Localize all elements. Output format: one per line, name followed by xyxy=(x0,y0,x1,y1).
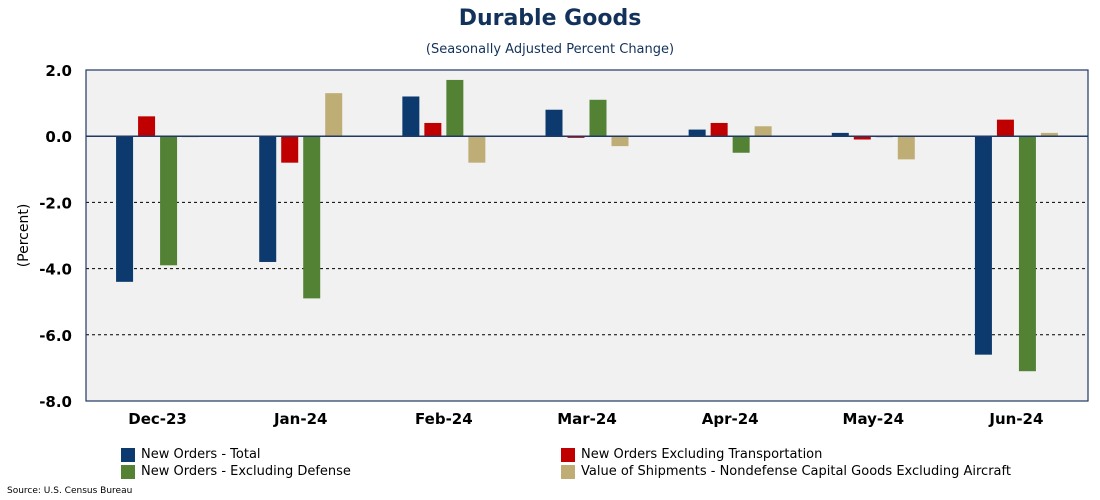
bar-3 xyxy=(589,99,607,137)
chart-subtitle: (Seasonally Adjusted Percent Change) xyxy=(425,42,675,57)
x-tick-label: Jun-24 xyxy=(988,410,1043,428)
source-note: Source: U.S. Census Bureau xyxy=(7,486,133,496)
legend-label-new-orders-ex-transportation: New Orders Excluding Transportation xyxy=(581,447,823,462)
bar-1 xyxy=(259,136,277,262)
legend-item-new-orders-total: New Orders - Total xyxy=(121,447,261,462)
bar-3 xyxy=(303,136,321,299)
x-tick-label: Apr-24 xyxy=(702,410,759,428)
legend-swatch-shipments-nondefense-capital xyxy=(561,464,575,479)
legend-item-new-orders-ex-defense: New Orders - Excluding Defense xyxy=(121,464,351,479)
bar-1 xyxy=(116,136,134,282)
bar-3 xyxy=(732,136,750,153)
bar-2 xyxy=(710,122,728,137)
bar-1 xyxy=(688,129,706,137)
bar-2 xyxy=(853,136,871,140)
bar-2 xyxy=(281,136,299,163)
legend-label-new-orders-ex-defense: New Orders - Excluding Defense xyxy=(141,464,351,479)
y-tick-label: -6.0 xyxy=(39,327,72,345)
legend-swatch-new-orders-ex-transportation xyxy=(561,447,575,462)
bar-1 xyxy=(402,96,420,137)
bar-1 xyxy=(831,132,849,137)
bar-2 xyxy=(567,136,585,138)
x-tick-label: Jan-24 xyxy=(273,410,327,428)
x-tick-label: Mar-24 xyxy=(557,410,617,428)
plot-frame xyxy=(85,69,1089,402)
y-tick-label: -8.0 xyxy=(39,393,72,411)
bar-1 xyxy=(974,136,992,355)
legend-swatch-new-orders-ex-defense xyxy=(121,464,135,479)
y-tick-label: -4.0 xyxy=(39,261,72,279)
bar-1 xyxy=(545,109,563,137)
x-tick-label: Feb-24 xyxy=(415,410,473,428)
chart-title: Durable Goods xyxy=(458,6,642,31)
chart-legend: New Orders - Total New Orders Excluding … xyxy=(0,447,1100,487)
bar-2 xyxy=(138,116,156,137)
bar-4 xyxy=(611,136,629,147)
legend-item-new-orders-ex-transportation: New Orders Excluding Transportation xyxy=(561,447,822,462)
legend-item-shipments-nondefense-capital: Value of Shipments - Nondefense Capital … xyxy=(561,464,1011,479)
bar-3 xyxy=(160,136,178,266)
bar-3 xyxy=(1018,136,1036,372)
bar-2 xyxy=(424,122,442,137)
bar-4 xyxy=(325,93,343,137)
plot-area xyxy=(86,70,1088,401)
bar-3 xyxy=(446,79,464,137)
bar-4 xyxy=(754,126,772,137)
bar-4 xyxy=(897,136,915,160)
y-tick-label: 0.0 xyxy=(45,128,72,146)
y-tick-label: 2.0 xyxy=(45,62,72,80)
x-tick-label: Dec-23 xyxy=(128,410,187,428)
legend-swatch-new-orders-total xyxy=(121,447,135,462)
legend-label-shipments-nondefense-capital: Value of Shipments - Nondefense Capital … xyxy=(581,464,1011,479)
y-axis-label: (Percent) xyxy=(16,204,32,268)
bar-4 xyxy=(468,136,486,163)
y-tick-label: -2.0 xyxy=(39,194,72,212)
bar-2 xyxy=(996,119,1014,137)
x-tick-label: May-24 xyxy=(843,410,904,428)
bar-4 xyxy=(1040,132,1058,137)
legend-label-new-orders-total: New Orders - Total xyxy=(141,447,261,462)
